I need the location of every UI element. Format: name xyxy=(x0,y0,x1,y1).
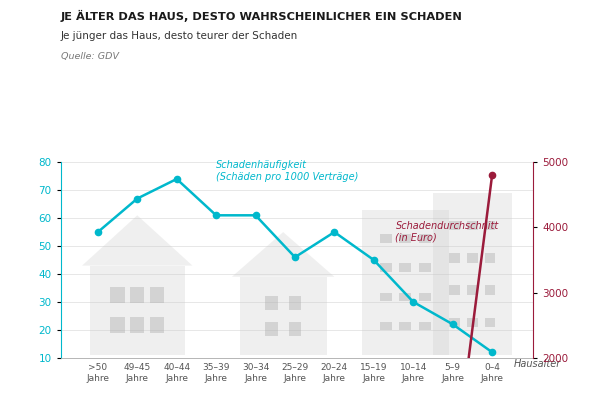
Bar xyxy=(399,292,411,301)
Bar xyxy=(288,296,301,310)
Bar xyxy=(485,220,496,230)
Bar xyxy=(399,234,411,243)
Bar xyxy=(449,253,460,262)
Bar xyxy=(467,220,478,230)
Bar xyxy=(380,292,391,301)
Bar xyxy=(467,253,478,262)
Text: Hausalter: Hausalter xyxy=(514,359,561,369)
Bar xyxy=(130,287,144,303)
Bar xyxy=(467,285,478,295)
Bar xyxy=(399,322,411,330)
Bar xyxy=(433,193,512,355)
Bar xyxy=(265,322,278,336)
Bar xyxy=(265,296,278,310)
Bar xyxy=(419,234,431,243)
Polygon shape xyxy=(232,232,335,277)
Text: Schadenhäufigkeit
(Schäden pro 1000 Verträge): Schadenhäufigkeit (Schäden pro 1000 Vert… xyxy=(216,160,359,182)
Polygon shape xyxy=(82,215,193,265)
Bar xyxy=(110,317,125,333)
Bar xyxy=(419,292,431,301)
Bar xyxy=(449,318,460,327)
Bar xyxy=(240,277,327,355)
Bar xyxy=(288,322,301,336)
Text: Schadendurchschnitt
(in Euro): Schadendurchschnitt (in Euro) xyxy=(396,221,499,243)
Text: Quelle: GDV: Quelle: GDV xyxy=(61,52,119,61)
Bar xyxy=(449,220,460,230)
Bar xyxy=(362,210,448,355)
Bar xyxy=(380,234,391,243)
Bar xyxy=(150,287,164,303)
Bar xyxy=(449,285,460,295)
Bar xyxy=(419,263,431,272)
Bar xyxy=(150,317,164,333)
Bar xyxy=(467,318,478,327)
Bar xyxy=(485,253,496,262)
Bar xyxy=(130,317,144,333)
Bar xyxy=(485,285,496,295)
Bar xyxy=(485,318,496,327)
Bar xyxy=(110,287,125,303)
Bar xyxy=(90,265,185,355)
Bar xyxy=(380,263,391,272)
Text: Je jünger das Haus, desto teurer der Schaden: Je jünger das Haus, desto teurer der Sch… xyxy=(61,31,298,41)
Bar xyxy=(380,322,391,330)
Text: JE ÄLTER DAS HAUS, DESTO WAHRSCHEINLICHER EIN SCHADEN: JE ÄLTER DAS HAUS, DESTO WAHRSCHEINLICHE… xyxy=(61,10,462,22)
Bar xyxy=(419,322,431,330)
Bar xyxy=(399,263,411,272)
